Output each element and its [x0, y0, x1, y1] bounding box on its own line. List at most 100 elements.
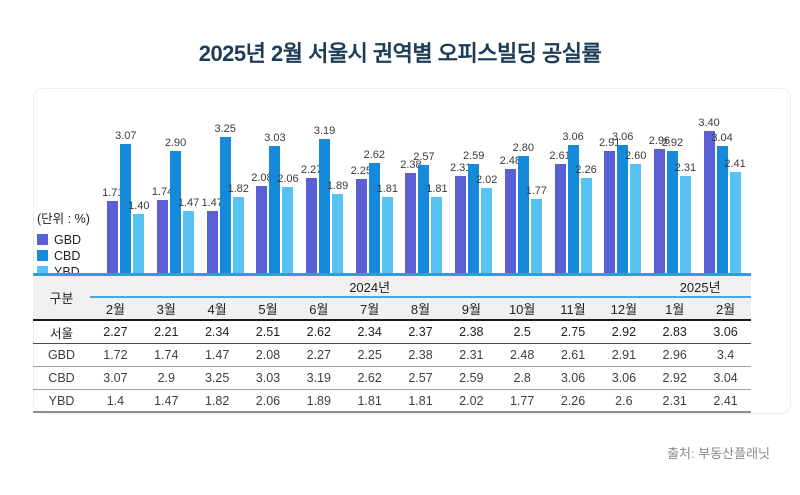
value-cell: 2.5 — [496, 320, 548, 344]
bar-group-4: 2.08 3.03 2.06 — [250, 97, 300, 273]
value-cell: 2.25 — [344, 343, 396, 367]
page-title: 2025년 2월 서울시 권역별 오피스빌딩 공실률 — [198, 41, 602, 66]
legend-label: CBD — [54, 248, 81, 263]
bar-group-12: 2.96 2.92 2.31 — [648, 97, 698, 273]
bar-ybd: 2.31 — [675, 162, 696, 273]
bar-ybd: 2.02 — [476, 174, 497, 273]
bar-value-label: 2.59 — [462, 150, 485, 162]
month-header-cell: 11월 — [547, 297, 599, 321]
value-cell: 2.96 — [649, 343, 701, 367]
bar-group-8: 2.31 2.59 2.02 — [449, 97, 499, 273]
row-label-cell: GBD — [33, 343, 90, 367]
value-cell: 3.25 — [191, 366, 243, 390]
bar-value-label: 3.19 — [313, 125, 336, 137]
bar-value-label: 2.62 — [363, 149, 385, 161]
value-cell: 2.51 — [242, 320, 294, 344]
month-header-cell: 3월 — [140, 297, 192, 321]
value-cell: 2.59 — [445, 366, 497, 390]
bar-gbd: 2.25 — [351, 165, 372, 273]
bar-group-3: 1.47 3.25 1.82 — [200, 97, 250, 273]
bar-value-label: 2.80 — [512, 142, 535, 154]
legend-item-gbd: GBD — [37, 232, 90, 247]
bar-gbd: 2.96 — [649, 135, 670, 273]
table-row-ybd: YBD 1.4 1.47 1.82 2.06 1.89 1.81 1.81 2.02 1.77 2.… — [33, 389, 751, 413]
bar-ybd: 2.26 — [575, 164, 597, 273]
legend-item-cbd: CBD — [37, 248, 90, 263]
bar-gbd: 2.91 — [599, 137, 620, 273]
value-cell: 2.57 — [395, 366, 446, 390]
bar-group-11: 2.91 3.06 2.60 — [598, 97, 648, 273]
bar-cbd: 3.04 — [711, 132, 733, 273]
table-row-gbd: GBD 1.72 1.74 1.47 2.08 2.27 2.25 2.38 2.31 2.48 2… — [33, 343, 751, 367]
bar-cbd: 2.92 — [662, 137, 683, 273]
bar-value-label: 1.47 — [201, 197, 223, 209]
bar-ybd: 1.40 — [128, 200, 150, 273]
value-cell: 2.34 — [191, 320, 243, 344]
bar-gbd: 2.61 — [549, 150, 571, 273]
bar-ybd: 1.47 — [178, 197, 199, 273]
legend-label: GBD — [54, 232, 82, 247]
bar-cbd: 2.62 — [364, 149, 385, 273]
year-header-cell: 2024년 — [90, 276, 650, 298]
bar-cbd: 3.06 — [612, 131, 633, 273]
table-head: 구분 2024년 2025년 2월 3월 4월 5월 6월 7월 8월 9월 10월 11월 12월 1월 2… — [33, 276, 751, 321]
row-label-cell: CBD — [33, 366, 90, 390]
value-cell: 2.31 — [445, 343, 497, 367]
value-cell: 2.31 — [649, 389, 701, 413]
bar-cbd: 2.90 — [165, 137, 186, 273]
bar-group-5: 2.27 3.19 1.89 — [300, 97, 350, 273]
value-cell: 1.82 — [191, 389, 243, 413]
value-cell: 2.08 — [242, 343, 294, 367]
bar-ybd: 2.60 — [625, 150, 646, 273]
value-cell: 2.61 — [547, 343, 599, 367]
legend-swatch-icon — [37, 266, 48, 277]
bar-ybd: 1.89 — [327, 180, 348, 273]
bar-value-label: 1.81 — [426, 183, 448, 195]
year-header-row: 구분 2024년 2025년 — [33, 276, 751, 321]
table-row-서울: 서울 2.27 2.21 2.34 2.51 2.62 2.34 2.37 2.38 2.5 2.7… — [33, 320, 751, 344]
value-cell: 2.83 — [649, 320, 701, 344]
value-cell: 3.06 — [547, 366, 599, 390]
unit-label: (단위 : %) — [37, 212, 90, 226]
month-header-cell: 12월 — [598, 297, 650, 321]
bar-group-7: 2.38 2.57 1.81 — [399, 97, 449, 273]
bar-cbd: 2.80 — [513, 142, 534, 273]
data-table: 구분 2024년 2025년 2월 3월 4월 5월 6월 7월 8월 9월 10월 11월 12월 1월 2… — [33, 276, 751, 413]
source-credit: 출처: 부동산플래닛 — [667, 446, 770, 461]
bar-gbd: 2.31 — [450, 162, 471, 273]
bar-value-label: 2.91 — [599, 137, 621, 149]
bar-value-label: 3.03 — [264, 132, 286, 144]
value-cell: 1.89 — [293, 389, 345, 413]
bar-value-label: 3.06 — [612, 131, 634, 143]
bar-value-label: 2.31 — [449, 162, 472, 174]
bar-value-label: 2.38 — [400, 159, 422, 171]
value-cell: 2.27 — [90, 320, 141, 344]
bar-ybd: 2.06 — [277, 173, 299, 273]
value-cell: 3.03 — [242, 366, 294, 390]
value-cell: 3.07 — [90, 366, 141, 390]
month-header-cell: 1월 — [649, 297, 701, 321]
bar-gbd: 2.08 — [251, 172, 273, 273]
value-cell: 3.06 — [598, 366, 650, 390]
value-cell: 2.34 — [344, 320, 396, 344]
bar-cbd: 2.59 — [463, 150, 484, 273]
bar-group-2: 1.74 2.90 1.47 — [151, 97, 201, 273]
month-header-cell: 6월 — [293, 297, 345, 321]
value-cell: 1.72 — [90, 343, 141, 367]
bar-value-label: 2.31 — [674, 162, 697, 174]
month-header-cell: 9월 — [445, 297, 497, 321]
value-cell: 2.06 — [242, 389, 294, 413]
bar-value-label: 3.04 — [711, 132, 733, 144]
bar-value-label: 2.96 — [648, 135, 671, 147]
value-cell: 1.81 — [344, 389, 396, 413]
month-header-cell: 10월 — [496, 297, 548, 321]
bar-value-label: 1.81 — [376, 183, 398, 195]
value-cell: 2.75 — [547, 320, 599, 344]
value-cell: 1.47 — [140, 389, 192, 413]
bar-value-label: 2.08 — [251, 172, 273, 184]
corner-label-cell: 구분 — [33, 276, 90, 321]
bar-gbd: 2.48 — [500, 155, 521, 273]
value-cell: 2.91 — [598, 343, 650, 367]
value-cell: 2.48 — [496, 343, 548, 367]
bar-value-label: 1.71 — [102, 187, 124, 199]
